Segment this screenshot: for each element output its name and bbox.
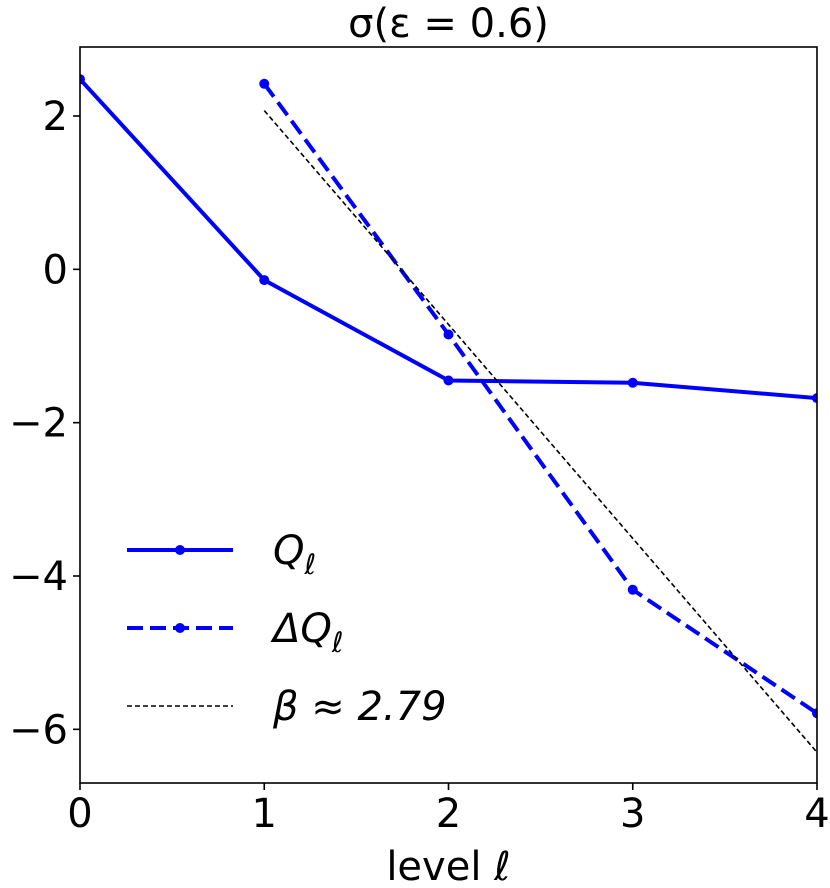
- series-1-point: [80, 74, 85, 85]
- legend-label-1: Qℓ: [273, 528, 316, 581]
- x-axis: 0 1 2 3 4: [67, 783, 830, 837]
- legend-marker-1: [175, 545, 185, 555]
- x-tick-label: 4: [804, 791, 829, 837]
- y-tick-label: −2: [9, 401, 68, 447]
- plot-frame: [79, 46, 818, 784]
- series-1-point: [627, 377, 638, 388]
- y-tick-label: −6: [9, 707, 68, 753]
- series-2-point: [259, 78, 270, 89]
- x-tick-label: 2: [436, 791, 461, 837]
- x-tick-label: 3: [620, 791, 645, 837]
- series-1-point: [259, 275, 270, 286]
- series-line-3: [263, 110, 817, 753]
- series-line-1: [80, 77, 817, 401]
- x-tick-label: 0: [67, 791, 92, 837]
- series-1-point: [812, 393, 817, 404]
- x-tick-label: 1: [252, 791, 277, 837]
- series-2-point: [812, 708, 817, 719]
- series-2-point: [443, 329, 454, 340]
- chart-title: σ(ε = 0.6): [348, 1, 549, 47]
- y-axis: 2 0 −2 −4 −6: [9, 94, 80, 753]
- series-line-2: [262, 82, 817, 715]
- legend-label-2: ΔQℓ: [270, 606, 343, 659]
- series-2-point: [627, 584, 638, 595]
- series-1-point: [443, 375, 454, 386]
- y-tick-label: −4: [9, 554, 68, 600]
- legend-marker-2: [175, 623, 185, 633]
- legend: Qℓ ΔQℓ β ≈ 2.79: [127, 528, 447, 730]
- y-tick-label: 2: [43, 94, 68, 140]
- x-axis-label: level ℓ: [386, 844, 510, 888]
- plot-lines: [80, 74, 817, 753]
- y-tick-label: 0: [43, 247, 68, 293]
- legend-label-3: β ≈ 2.79: [272, 684, 447, 730]
